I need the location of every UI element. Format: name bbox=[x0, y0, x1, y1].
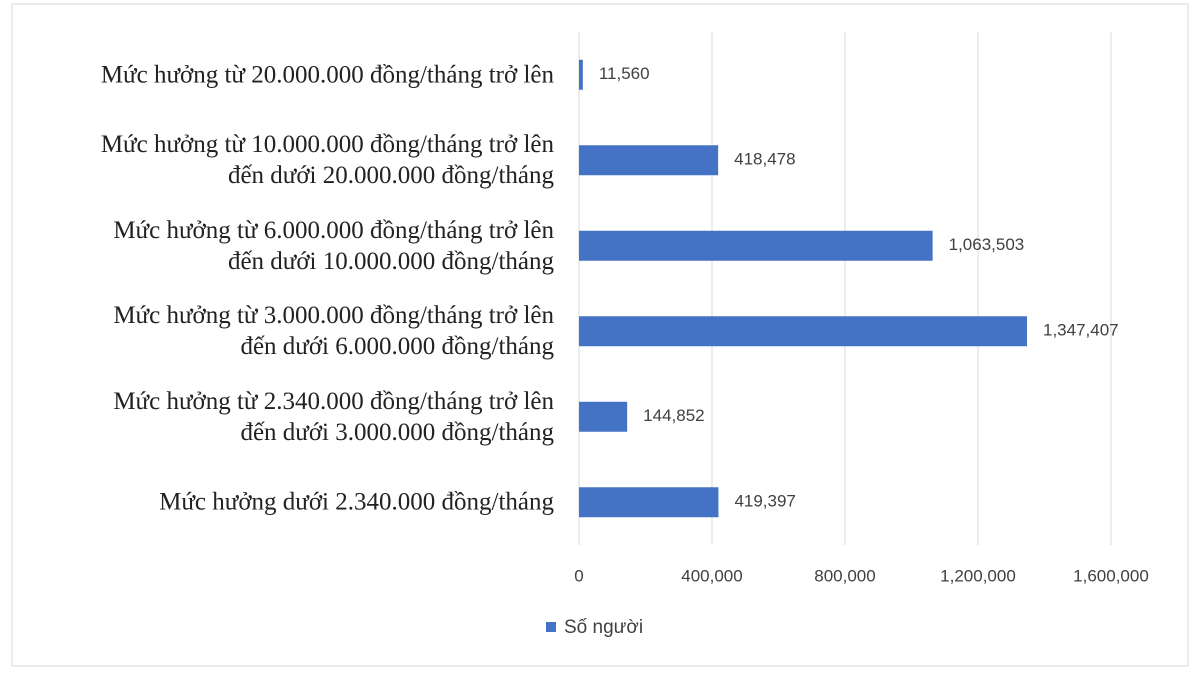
y-tick-label: Mức hưởng từ 3.000.000 đồng/tháng trở lê… bbox=[113, 302, 554, 361]
bar bbox=[579, 316, 1028, 347]
y-tick-label: Mức hưởng từ 2.340.000 đồng/tháng trở lê… bbox=[113, 387, 554, 446]
bar bbox=[579, 401, 628, 432]
bar bbox=[579, 145, 719, 176]
data-label: 418,478 bbox=[734, 150, 795, 169]
x-tick-label: 400,000 bbox=[681, 566, 742, 585]
y-tick-label: Mức hưởng từ 20.000.000 đồng/tháng trở l… bbox=[100, 61, 554, 89]
legend-swatch bbox=[546, 622, 556, 632]
x-tick-label: 800,000 bbox=[814, 566, 875, 585]
data-label: 11,560 bbox=[599, 64, 650, 83]
frame bbox=[11, 3, 1189, 667]
y-tick-label: Mức hưởng từ 6.000.000 đồng/tháng trở lê… bbox=[113, 216, 554, 275]
data-label: 419,397 bbox=[734, 492, 795, 511]
x-tick-label: 1,200,000 bbox=[940, 566, 1016, 585]
y-tick-label: Mức hưởng dưới 2.340.000 đồng/tháng bbox=[159, 488, 554, 516]
bar bbox=[579, 230, 933, 261]
data-label: 144,852 bbox=[643, 406, 704, 425]
data-label: 1,063,503 bbox=[949, 235, 1025, 254]
y-tick-label: Mức hưởng từ 10.000.000 đồng/tháng trở l… bbox=[100, 131, 554, 190]
data-label: 1,347,407 bbox=[1043, 321, 1119, 340]
legend-label: Số người bbox=[564, 617, 643, 638]
bar bbox=[579, 487, 719, 518]
bar bbox=[579, 59, 583, 90]
x-tick-label: 1,600,000 bbox=[1073, 566, 1149, 585]
x-tick-label: 0 bbox=[574, 566, 583, 585]
